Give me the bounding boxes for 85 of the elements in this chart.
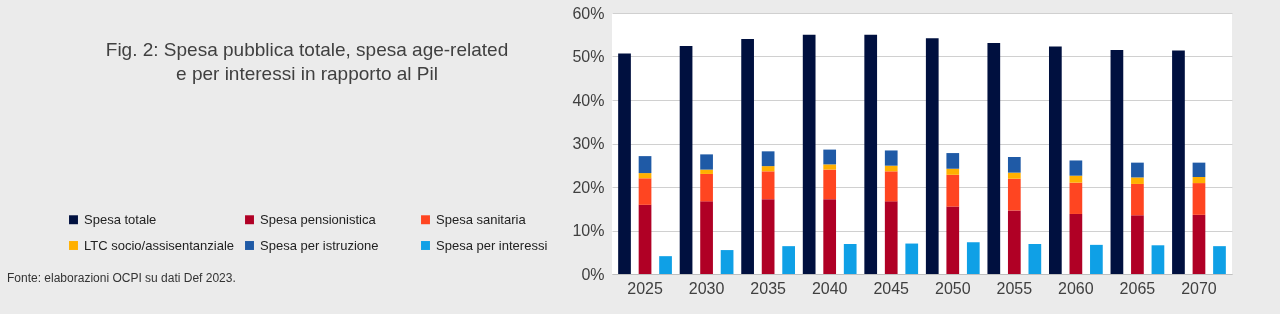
bar <box>638 173 652 179</box>
x-tick-label: 2065 <box>1119 279 1156 297</box>
legend-label: Spesa per interessi <box>436 237 548 253</box>
bar <box>1049 46 1062 274</box>
bar <box>1028 243 1042 274</box>
bar <box>864 34 878 274</box>
bar <box>761 199 775 274</box>
bar <box>1007 156 1021 173</box>
legend-label: Spesa sanitaria <box>436 211 527 227</box>
bar <box>1131 162 1144 178</box>
bar <box>884 165 898 172</box>
bar <box>905 243 919 274</box>
x-tick-label: 2045 <box>873 279 910 297</box>
bar <box>1192 162 1206 177</box>
bar <box>700 154 713 170</box>
x-tick-label: 2035 <box>750 279 787 297</box>
bar <box>1069 182 1083 214</box>
x-tick-label: 2070 <box>1181 279 1217 297</box>
y-tick-label: 60% <box>572 4 605 22</box>
bar <box>1151 245 1165 274</box>
bar <box>823 149 837 165</box>
bar <box>884 171 898 202</box>
legend-label: LTC socio/assisentanziale <box>84 237 235 253</box>
bar <box>700 201 713 274</box>
text: Fig. 2: Spesa pubblica totale, spesa age-related e per interessi in rapporto al Pil <box>105 39 509 84</box>
bar <box>700 169 713 174</box>
bar <box>946 153 960 169</box>
x-tick-label: 2060 <box>1058 279 1094 297</box>
bar <box>1213 246 1226 274</box>
bar <box>987 43 1001 274</box>
bar <box>1090 244 1103 274</box>
bar <box>638 178 652 205</box>
legend-label: Spesa totale <box>84 211 157 227</box>
bar <box>823 169 837 200</box>
bar <box>1110 49 1124 274</box>
bar <box>1069 160 1083 176</box>
bar <box>884 201 898 274</box>
bar <box>720 250 734 274</box>
bar <box>966 242 980 274</box>
x-tick-label: 2030 <box>688 279 725 297</box>
x-tick-label: 2040 <box>811 279 848 297</box>
bar <box>659 256 672 274</box>
bar <box>823 199 837 274</box>
y-tick-label: 30% <box>572 135 605 152</box>
bar <box>823 164 837 170</box>
x-tick-label: 2050 <box>934 279 971 297</box>
bar <box>925 38 939 274</box>
bar <box>638 156 652 174</box>
bar <box>761 151 775 167</box>
legend-label: Spesa pensionistica <box>260 211 377 227</box>
source-note: Fonte: elaborazioni OCPI su dati Def 2023. <box>7 271 236 285</box>
bar <box>843 243 857 274</box>
bar <box>1131 177 1144 184</box>
bar <box>1069 213 1083 274</box>
x-tick-label: 2055 <box>996 279 1033 297</box>
legend-label: Spesa per istruzione <box>260 237 379 253</box>
y-tick-label: 10% <box>572 222 605 239</box>
bar <box>1192 214 1206 274</box>
bar <box>741 39 754 274</box>
bar <box>782 246 795 274</box>
bar <box>761 171 775 200</box>
bar <box>802 34 816 274</box>
bar <box>679 46 693 274</box>
bar <box>946 168 960 175</box>
y-tick-label: 20% <box>572 178 605 196</box>
bar <box>1007 178 1021 211</box>
bar <box>1007 172 1021 179</box>
x-tick-label: 2025 <box>627 279 663 297</box>
bar <box>1131 183 1144 216</box>
bar <box>638 204 652 274</box>
bar <box>946 206 960 274</box>
bar <box>946 174 960 207</box>
bar <box>1192 183 1206 215</box>
bar <box>1007 210 1021 274</box>
bar <box>1172 50 1185 274</box>
bar <box>761 166 775 172</box>
bar <box>884 150 898 166</box>
y-tick-label: 40% <box>572 91 605 109</box>
y-tick-label: 0% <box>581 265 605 283</box>
bar <box>1069 175 1083 183</box>
bar <box>700 173 713 202</box>
bar <box>1192 177 1206 184</box>
bar <box>1131 215 1144 274</box>
bar <box>618 53 631 274</box>
y-tick-label: 50% <box>572 48 605 65</box>
